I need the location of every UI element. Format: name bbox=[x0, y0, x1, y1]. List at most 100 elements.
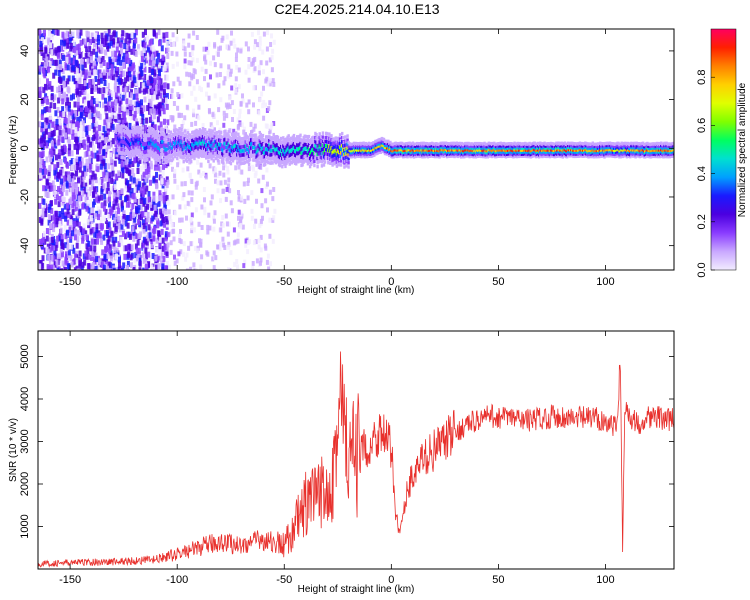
spectrogram-cell bbox=[76, 68, 79, 74]
spectrogram-cell bbox=[82, 262, 85, 268]
spectrogram-cell bbox=[80, 112, 83, 118]
spectrogram-cell bbox=[150, 108, 153, 114]
spectrogram-cell bbox=[75, 189, 78, 195]
spectrogram-cell bbox=[133, 157, 136, 163]
spectrogram-cell bbox=[92, 79, 95, 85]
spectrogram-cell bbox=[213, 155, 215, 159]
spectrogram-cell bbox=[219, 227, 222, 232]
spectrogram-cell bbox=[329, 162, 331, 166]
spectrogram-cell bbox=[328, 132, 330, 136]
spectrogram-cell bbox=[234, 83, 237, 88]
spectrogram-cell bbox=[63, 92, 66, 98]
spectrogram-cell bbox=[145, 88, 148, 94]
spectrogram-cell bbox=[88, 46, 91, 52]
spectrogram-cell bbox=[226, 158, 228, 162]
spectrogram-cell bbox=[110, 40, 113, 46]
spectrogram-cell bbox=[210, 200, 213, 205]
spectrogram-cell bbox=[91, 207, 94, 213]
spectrogram-cell bbox=[172, 229, 175, 234]
spectrogram-cell bbox=[86, 235, 89, 241]
spectrogram-cell bbox=[132, 212, 135, 218]
spectrogram-cell bbox=[266, 47, 269, 52]
spectrogram-cell bbox=[235, 131, 237, 135]
spectrogram-cell bbox=[188, 34, 191, 39]
spectrogram-cell bbox=[73, 159, 76, 165]
spectrogram-cell bbox=[142, 82, 145, 88]
spectrogram-cell bbox=[321, 160, 323, 164]
spectrogram-cell bbox=[101, 202, 104, 208]
spectrogram-cell bbox=[162, 238, 165, 244]
spectrogram-cell bbox=[111, 102, 114, 108]
spectrogram-cell bbox=[172, 157, 174, 161]
spectrogram-cell bbox=[68, 128, 71, 134]
spectrogram-cell bbox=[131, 64, 134, 70]
spectrogram-cell bbox=[95, 131, 98, 137]
spectrogram-cell bbox=[213, 265, 216, 270]
spectrogram-cell bbox=[59, 196, 62, 202]
spectrogram-cell bbox=[131, 244, 134, 250]
spectrogram-cell bbox=[69, 219, 72, 225]
spectrogram-cell bbox=[87, 263, 90, 269]
spectrogram-cell bbox=[105, 137, 108, 143]
spectrogram-cell bbox=[91, 251, 94, 257]
spectrogram-cell bbox=[127, 252, 130, 258]
spectrogram-cell bbox=[93, 69, 96, 75]
spectrogram-cell bbox=[93, 98, 96, 104]
spectrogram-cell bbox=[42, 151, 45, 157]
spectrogram-cell bbox=[196, 58, 199, 63]
spectrogram-cell bbox=[268, 234, 271, 239]
spectrogram-cell bbox=[84, 100, 87, 106]
spectrogram-cell bbox=[175, 128, 177, 132]
spectrogram-cell bbox=[152, 94, 155, 100]
spectrogram-cell bbox=[157, 53, 160, 59]
spectrogram-cell bbox=[269, 261, 272, 266]
spectrogram-cell bbox=[151, 216, 154, 222]
spectrogram-cell bbox=[122, 231, 125, 237]
spectrogram-cell bbox=[73, 47, 76, 53]
spectrogram-cell bbox=[201, 225, 204, 230]
spectrogram-cell bbox=[122, 62, 125, 68]
spectrogram-cell bbox=[156, 222, 159, 228]
spectrogram-cell bbox=[141, 56, 144, 62]
spectrogram-cell bbox=[194, 121, 197, 126]
spectrogram-cell bbox=[50, 49, 53, 55]
spectrogram-cell bbox=[155, 196, 158, 202]
spectrogram-cell bbox=[338, 163, 340, 167]
spectrogram-cell bbox=[205, 174, 208, 179]
spectrogram-cell bbox=[271, 196, 274, 201]
spectrogram-cell bbox=[299, 134, 301, 138]
spectrogram-cell bbox=[79, 161, 82, 167]
spectrogram-cell bbox=[108, 96, 111, 102]
spectrogram-cell bbox=[219, 72, 222, 77]
spectrogram-cell bbox=[166, 41, 169, 47]
spectrogram-cell bbox=[129, 234, 132, 240]
spectrogram-cell bbox=[223, 245, 226, 250]
spectrogram-cell bbox=[131, 32, 134, 38]
spectrogram-cell bbox=[167, 242, 170, 247]
spectrogram-cell bbox=[92, 192, 95, 198]
spectrogram-cell bbox=[208, 109, 211, 114]
spectrogram-cell bbox=[93, 246, 96, 252]
spectrogram-cell bbox=[258, 160, 260, 164]
spectrogram-cell bbox=[126, 76, 129, 82]
spectrogram-cell bbox=[262, 175, 265, 180]
spectrogram-cell bbox=[113, 268, 116, 274]
spectrogram-cell bbox=[186, 166, 189, 171]
spectrogram-cell bbox=[105, 39, 108, 45]
spectrogram-cell bbox=[214, 210, 217, 215]
spectrogram-cell bbox=[185, 72, 188, 77]
spectrogram-cell bbox=[257, 179, 260, 184]
spectrogram-cell bbox=[72, 93, 75, 99]
spectrogram-cell bbox=[184, 181, 187, 186]
spectrogram-cell bbox=[113, 217, 116, 223]
spectrogram-cell bbox=[95, 197, 98, 203]
spectrogram-cell bbox=[150, 161, 153, 167]
spectrogram-cell bbox=[114, 184, 117, 190]
spectrogram-cell bbox=[207, 42, 210, 47]
spectrogram-cell bbox=[239, 223, 242, 228]
spectrogram-cell bbox=[339, 133, 341, 137]
spectrogram-cell bbox=[257, 30, 260, 35]
spectrogram-cell bbox=[262, 69, 265, 74]
spectrogram-cell bbox=[117, 87, 120, 93]
